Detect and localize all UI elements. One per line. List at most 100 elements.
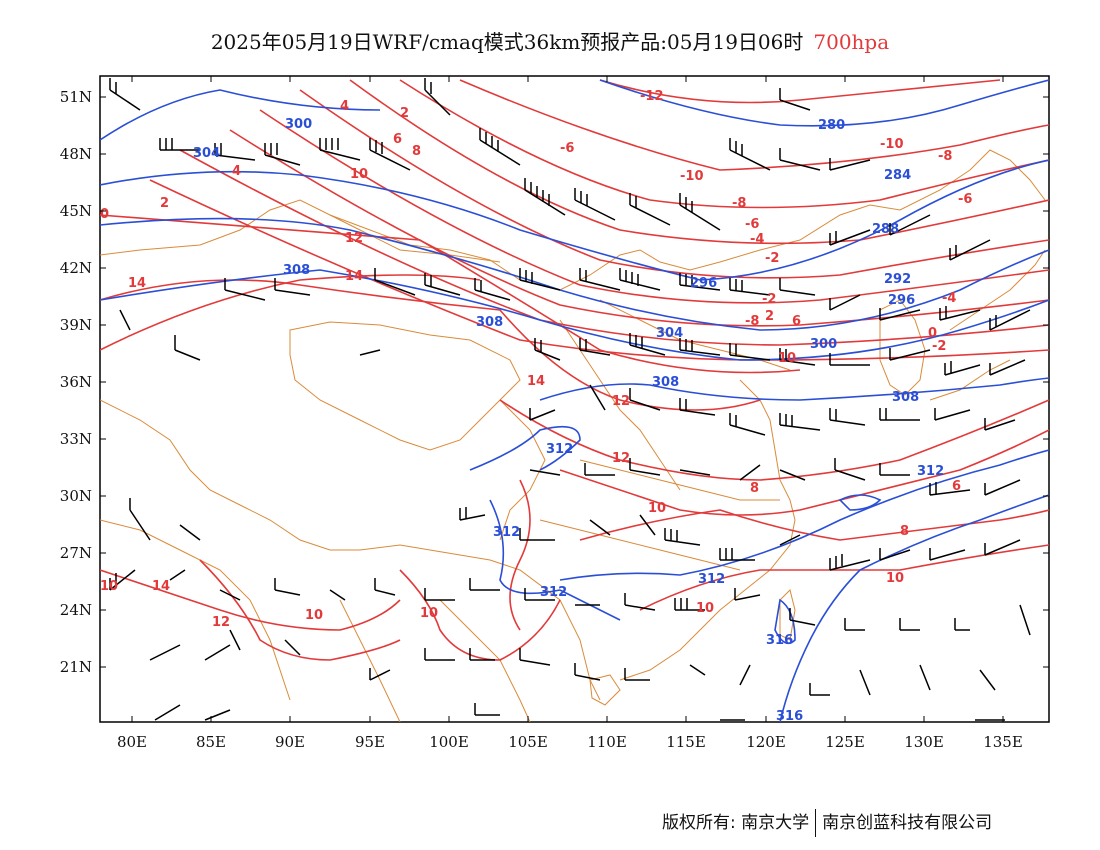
se-asia-line-2 bbox=[339, 599, 401, 722]
wind-barb bbox=[879, 548, 911, 561]
wind-barb bbox=[469, 578, 500, 591]
temp-label: 2 bbox=[160, 196, 169, 211]
temp-label: 2 bbox=[400, 106, 409, 121]
wind-barb bbox=[789, 608, 816, 626]
isotherm-line bbox=[299, 89, 1049, 279]
temp-label: 4 bbox=[340, 99, 349, 114]
wind-barb bbox=[889, 214, 931, 236]
wind-barb bbox=[629, 458, 661, 476]
isotherm-line bbox=[559, 429, 1049, 516]
height-line bbox=[489, 499, 561, 595]
wind-barb bbox=[679, 273, 721, 291]
temperature-contour-labels: -12 -10 -10 -8 -8 -8 -6 -6 -6 -4 -4 -2 -… bbox=[100, 89, 972, 630]
height-label: 308 bbox=[476, 315, 503, 330]
wind-barb bbox=[739, 664, 751, 686]
wind-barb bbox=[274, 278, 311, 296]
wind-barb bbox=[204, 644, 231, 661]
wind-barb bbox=[984, 539, 1021, 556]
wind-barb bbox=[424, 78, 451, 116]
wind-barb bbox=[214, 143, 256, 161]
wind-barb bbox=[779, 413, 821, 431]
height-contour-labels: 280 284 288 292 296 296 300 300 304 304 … bbox=[193, 117, 944, 724]
lon-tick-label: 90E bbox=[275, 733, 305, 751]
height-line bbox=[100, 159, 1049, 281]
isotherm-line bbox=[639, 544, 1049, 611]
wind-barb bbox=[479, 128, 521, 166]
lon-tick-label: 135E bbox=[983, 733, 1023, 751]
lon-tick-label: 115E bbox=[666, 733, 706, 751]
isotherm-line bbox=[100, 279, 761, 411]
wind-barb bbox=[519, 268, 561, 291]
wind-barb bbox=[589, 384, 606, 411]
wind-barb bbox=[204, 709, 231, 721]
hainan-outline bbox=[589, 674, 621, 706]
temp-label: 14 bbox=[345, 269, 363, 284]
height-line bbox=[774, 598, 796, 645]
height-line bbox=[559, 449, 1049, 581]
temp-label: 14 bbox=[128, 276, 146, 291]
wind-barb bbox=[424, 273, 461, 296]
wind-barb bbox=[149, 644, 181, 661]
temp-label: 10 bbox=[350, 167, 368, 182]
footer-credit: 版权所有: 南京大学 南京创蓝科技有限公司 bbox=[662, 808, 992, 837]
wind-barb bbox=[949, 239, 991, 261]
temp-label: 14 bbox=[527, 374, 545, 389]
wind-barb bbox=[579, 268, 621, 291]
wind-barb bbox=[939, 306, 981, 321]
wind-barb bbox=[574, 188, 616, 221]
wind-barb bbox=[274, 578, 301, 596]
height-line bbox=[559, 589, 621, 621]
wind-barb bbox=[989, 359, 1026, 376]
isotherm-line bbox=[100, 214, 801, 374]
wind-barb bbox=[229, 629, 241, 651]
wind-barb bbox=[169, 569, 186, 581]
temp-label: 8 bbox=[750, 481, 759, 496]
height-line bbox=[539, 377, 1049, 401]
lon-tick-label: 120E bbox=[746, 733, 786, 751]
temp-label: 10 bbox=[696, 601, 714, 616]
wind-barb bbox=[624, 668, 650, 681]
height-label: 300 bbox=[810, 337, 837, 352]
temp-label: -10 bbox=[880, 137, 904, 152]
height-line bbox=[100, 217, 1049, 331]
height-label: 304 bbox=[193, 146, 220, 161]
height-line bbox=[599, 79, 1049, 127]
isotherm-line bbox=[579, 509, 1049, 541]
height-label: 296 bbox=[888, 293, 915, 308]
isotherm-line bbox=[509, 479, 531, 631]
height-label: 312 bbox=[698, 572, 725, 587]
height-line bbox=[838, 494, 882, 511]
height-line bbox=[779, 494, 1049, 722]
wind-barb bbox=[474, 703, 500, 716]
temp-label: -2 bbox=[762, 292, 776, 307]
height-label: 308 bbox=[892, 390, 919, 405]
height-contours bbox=[100, 79, 1049, 722]
temp-label: 10 bbox=[648, 501, 666, 516]
isotherm-line bbox=[459, 79, 1049, 171]
wind-barb bbox=[129, 498, 151, 541]
wind-barb bbox=[224, 278, 266, 301]
wind-barb bbox=[629, 333, 666, 356]
mongolia-line bbox=[329, 214, 501, 263]
wind-barb bbox=[809, 683, 830, 696]
china-border bbox=[100, 149, 1046, 291]
wind-barb bbox=[929, 482, 971, 496]
temp-label: -4 bbox=[942, 291, 956, 306]
temp-label: 10 bbox=[778, 351, 796, 366]
wind-barb bbox=[954, 618, 970, 631]
wind-barb bbox=[934, 408, 971, 421]
temp-label: -8 bbox=[938, 149, 952, 164]
wind-barb bbox=[524, 178, 566, 216]
temp-label: -4 bbox=[750, 232, 764, 247]
wind-barb bbox=[984, 479, 1021, 496]
tibet-boundary bbox=[289, 321, 521, 451]
lon-tick-label: 95E bbox=[355, 733, 385, 751]
wind-barb bbox=[779, 469, 806, 481]
temp-label: 12 bbox=[345, 231, 363, 246]
temp-label: -6 bbox=[745, 217, 759, 232]
korea-outline bbox=[879, 299, 926, 396]
boundary-lines bbox=[100, 149, 1046, 722]
wind-barb bbox=[929, 548, 966, 561]
temp-label: -12 bbox=[640, 89, 664, 104]
height-label: 316 bbox=[776, 709, 803, 724]
